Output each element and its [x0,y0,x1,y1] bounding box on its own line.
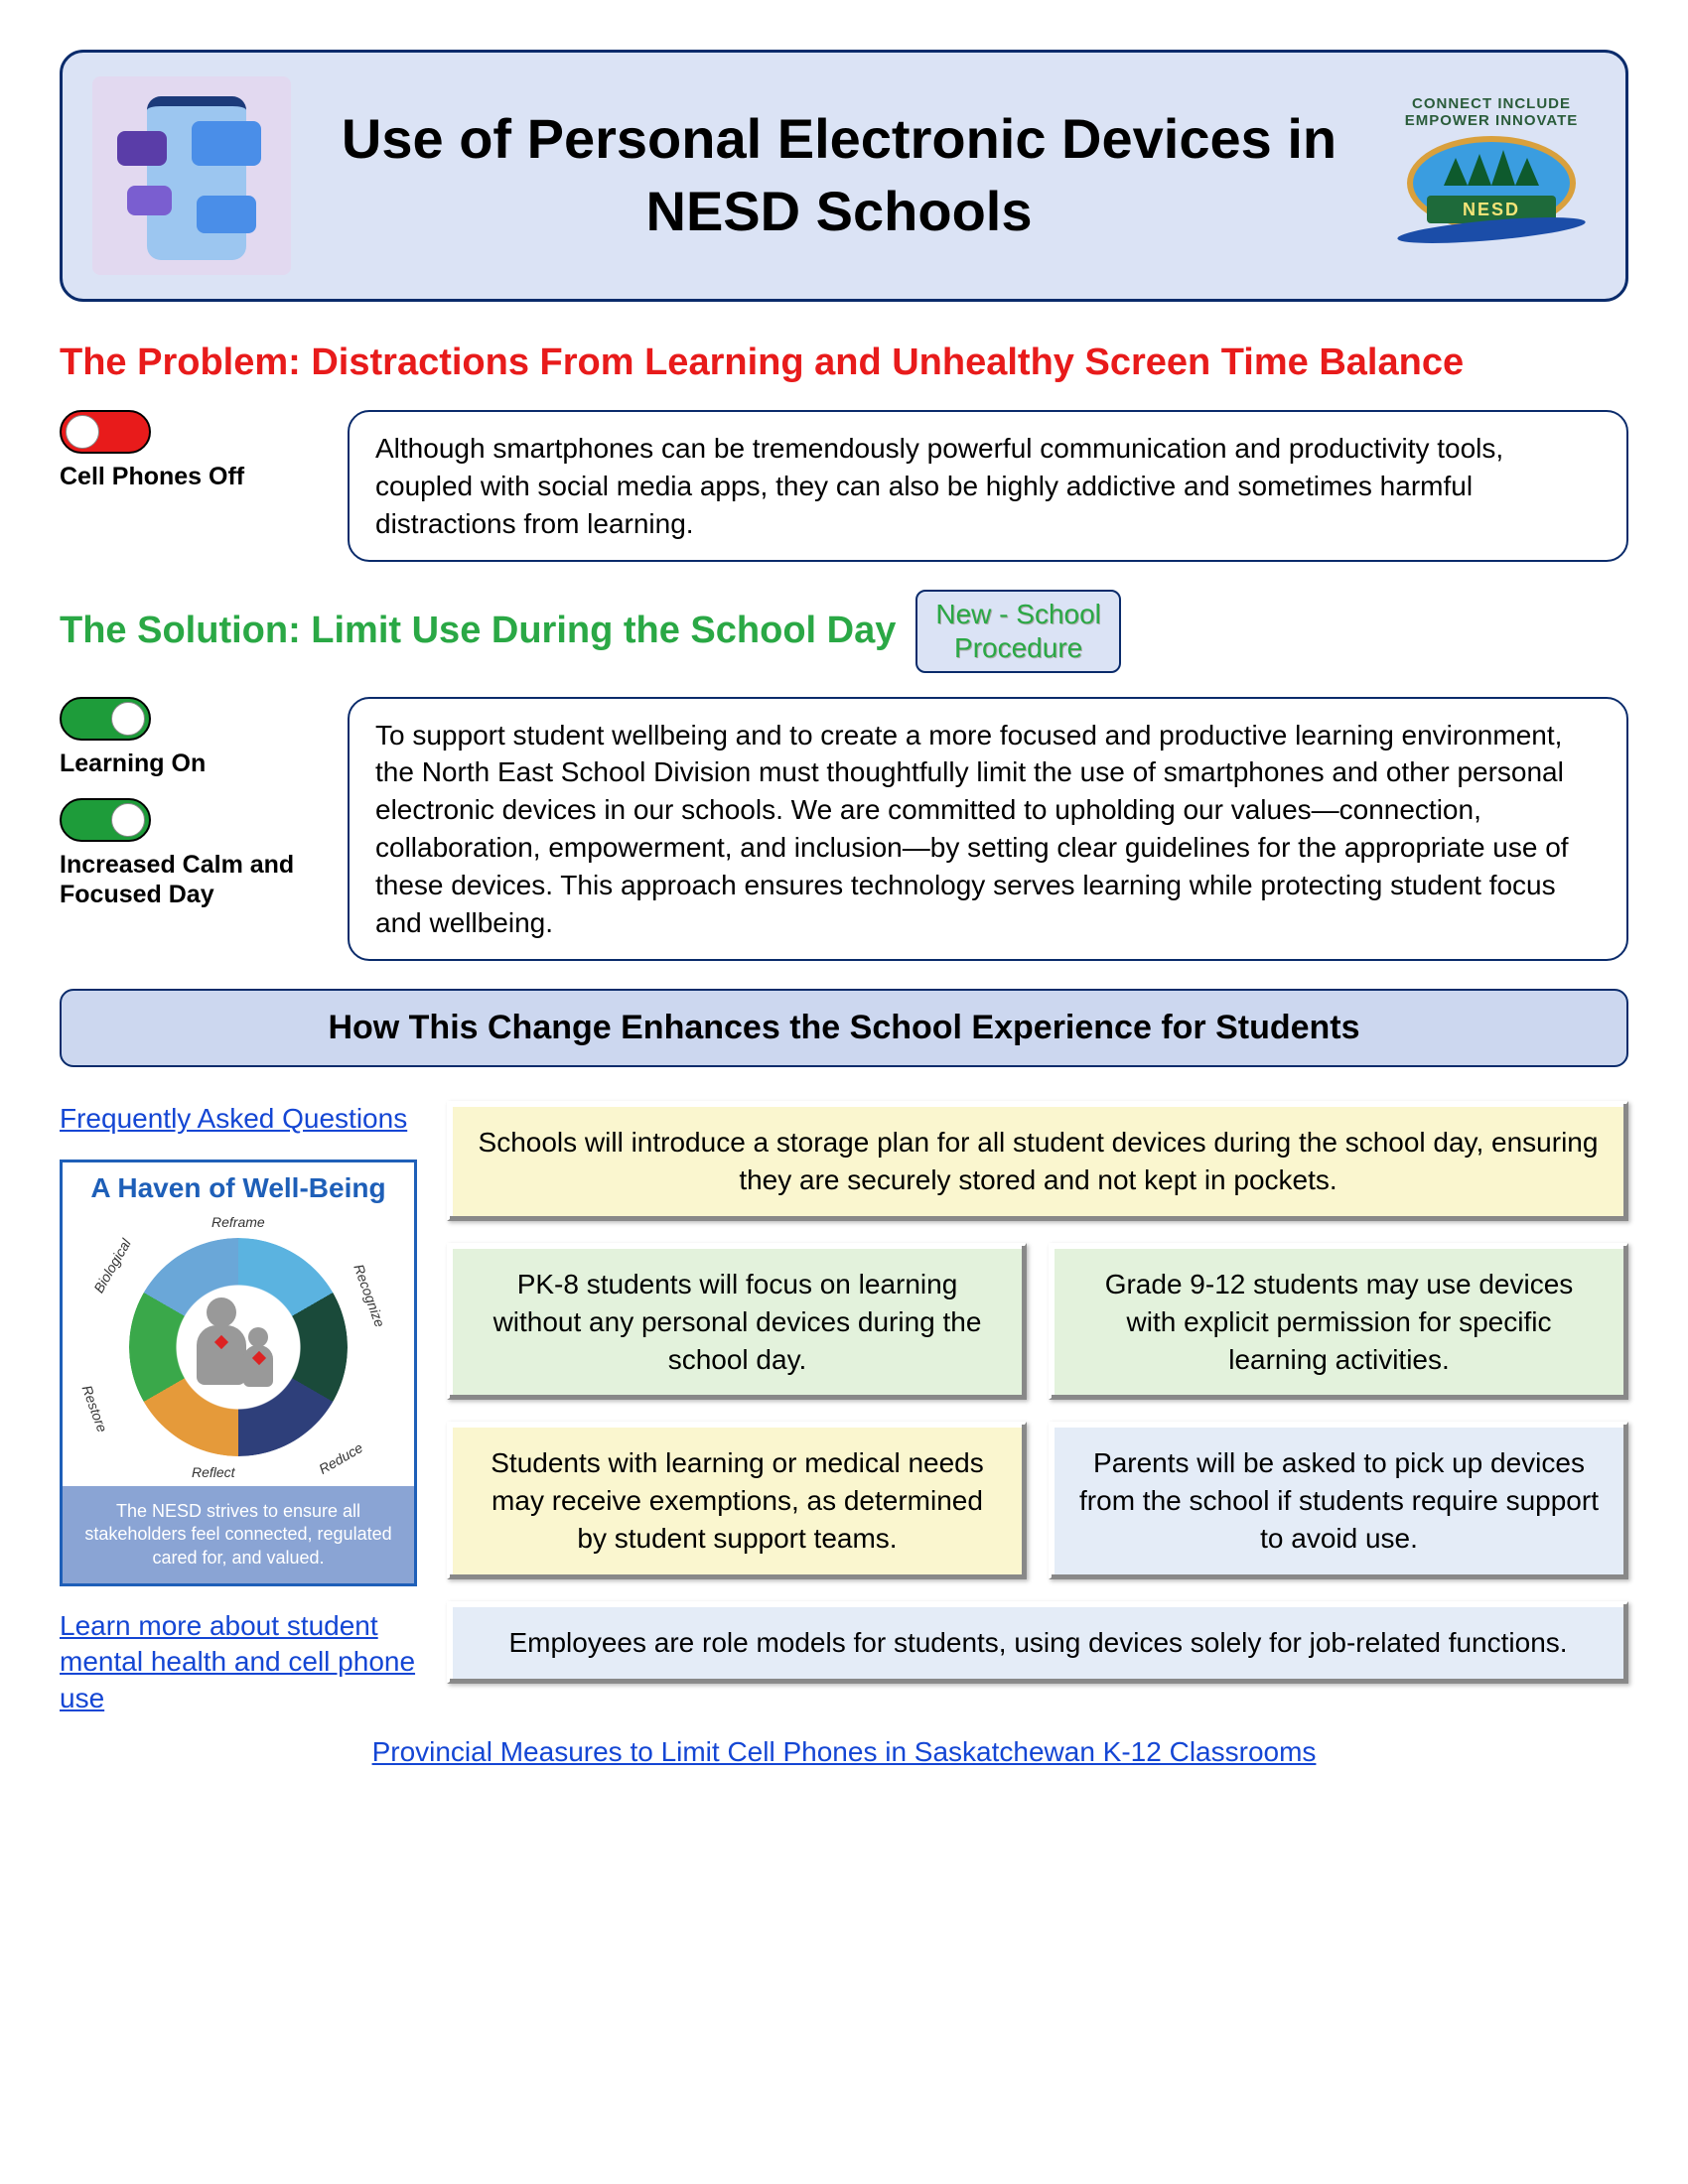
ring-label: Biological [90,1236,134,1296]
enhance-banner: How This Change Enhances the School Expe… [60,989,1628,1067]
ring-label: Restore [79,1383,111,1434]
storage-box: Schools will introduce a storage plan fo… [447,1101,1628,1221]
pk8-box: PK-8 students will focus on learning wit… [447,1243,1027,1400]
new-procedure-badge: New - School Procedure [915,590,1121,672]
haven-title: A Haven of Well-Being [63,1162,414,1208]
haven-caption: The NESD strives to ensure all stakehold… [63,1486,414,1583]
badge-line1: New - School [935,598,1101,631]
employees-box: Employees are role models for students, … [447,1601,1628,1684]
exemptions-box: Students with learning or medical needs … [447,1422,1027,1578]
haven-wheel-graphic: Reframe Recognize Reduce Reflect Restore… [63,1208,414,1486]
ring-label: Recognize [351,1262,388,1329]
haven-card: A Haven of Well-Being Reframe Recognize … [60,1160,417,1586]
problem-text-box: Although smartphones can be tremendously… [348,410,1628,562]
increased-calm-label: Increased Calm and Focused Day [60,850,318,909]
logo-arc-text: CONNECT INCLUDE EMPOWER INNOVATE [1387,95,1596,129]
header-box: Use of Personal Electronic Devices in NE… [60,50,1628,302]
faq-link[interactable]: Frequently Asked Questions [60,1101,407,1137]
badge-line2: Procedure [935,631,1101,665]
cell-phones-off-label: Cell Phones Off [60,462,318,491]
phone-illustration [92,76,291,275]
toggle-off-icon [60,410,151,454]
parents-box: Parents will be asked to pick up devices… [1049,1422,1628,1578]
ring-label: Reduce [316,1439,365,1477]
nesd-logo: CONNECT INCLUDE EMPOWER INNOVATE NESD [1387,91,1596,260]
ring-label: Reframe [211,1214,265,1230]
learn-more-link[interactable]: Learn more about student mental health a… [60,1608,417,1716]
problem-heading: The Problem: Distractions From Learning … [60,341,1628,384]
page-title: Use of Personal Electronic Devices in NE… [321,103,1357,248]
toggle-on-icon [60,697,151,741]
g912-box: Grade 9-12 students may use devices with… [1049,1243,1628,1400]
ring-label: Reflect [192,1464,235,1480]
toggle-on-icon [60,798,151,842]
solution-heading: The Solution: Limit Use During the Schoo… [60,610,896,652]
provincial-link[interactable]: Provincial Measures to Limit Cell Phones… [372,1734,1317,1770]
learning-on-label: Learning On [60,749,318,778]
solution-text-box: To support student wellbeing and to crea… [348,697,1628,962]
